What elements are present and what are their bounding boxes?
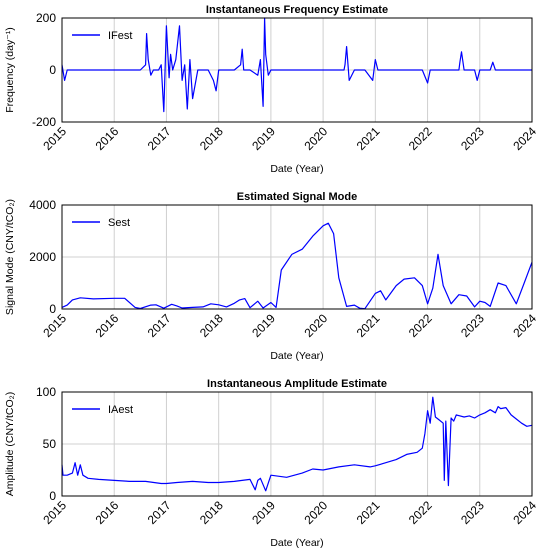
frequency-xtick-label: 2023 <box>458 124 487 153</box>
frequency-ytick-label: 200 <box>36 11 56 25</box>
signal-mode-xtick-label: 2024 <box>510 311 539 340</box>
frequency-xtick-label: 2024 <box>510 124 539 153</box>
signal-mode-xaxis-label: Date (Year) <box>270 350 323 362</box>
signal-mode-xtick-label: 2015 <box>40 311 69 340</box>
amplitude-xtick-label: 2017 <box>145 498 174 527</box>
frequency-plot-frame <box>61 17 533 123</box>
frequency-xtick-label: 2019 <box>249 124 278 153</box>
frequency-xtick-label: 2018 <box>197 124 226 153</box>
frequency-xtick-label: 2020 <box>301 124 330 153</box>
amplitude-title: Instantaneous Amplitude Estimate <box>207 378 387 390</box>
signal-mode-yaxis-label: Signal Mode (CNY/tCO₂) <box>4 199 16 315</box>
amplitude-xtick-label: 2022 <box>406 498 435 527</box>
frequency-ytick-label: 0 <box>49 63 56 77</box>
frequency-xtick-label: 2017 <box>145 124 174 153</box>
signal-mode-xtick-label: 2020 <box>301 311 330 340</box>
signal-mode-xtick-label: 2022 <box>406 311 435 340</box>
amplitude-legend-label: IAest <box>108 404 133 416</box>
amplitude-xtick-label: 2016 <box>93 498 122 527</box>
frequency-xaxis-label: Date (Year) <box>270 163 323 175</box>
amplitude-ytick-label: 0 <box>49 489 56 503</box>
amplitude-xtick-label: 2018 <box>197 498 226 527</box>
amplitude-xtick-label: 2024 <box>510 498 539 527</box>
signal-mode-ytick-label: 4000 <box>29 198 56 212</box>
amplitude-yaxis-label: Amplitude (CNY/tCO₂) <box>4 392 16 496</box>
signal-mode-title: Estimated Signal Mode <box>237 191 357 203</box>
signal-mode-xtick-label: 2017 <box>145 311 174 340</box>
frequency-series-line <box>61 17 532 113</box>
frequency-xtick-label: 2016 <box>93 124 122 153</box>
signal-mode-xtick-label: 2019 <box>249 311 278 340</box>
signal-mode-xtick-label: 2021 <box>354 311 383 340</box>
amplitude-ytick-label: 50 <box>43 437 57 451</box>
signal-mode-plot-frame <box>61 204 533 310</box>
amplitude-plot-frame <box>61 391 533 497</box>
frequency-legend-label: IFest <box>108 30 132 42</box>
frequency-xtick-label: 2022 <box>406 124 435 153</box>
frequency-yaxis-label: Frequency (day⁻¹) <box>4 27 16 113</box>
frequency-panel: IFest Instantaneous Frequency Estimate -20… <box>4 4 539 175</box>
frequency-xtick-label: 2021 <box>354 124 383 153</box>
amplitude-series-line <box>61 396 533 492</box>
amplitude-xaxis-label: Date (Year) <box>270 537 323 549</box>
signal-mode-ytick-label: 2000 <box>29 250 56 264</box>
amplitude-xtick-label: 2021 <box>354 498 383 527</box>
signal-mode-xtick-label: 2018 <box>197 311 226 340</box>
amplitude-xtick-label: 2020 <box>301 498 330 527</box>
frequency-title: Instantaneous Frequency Estimate <box>206 4 388 16</box>
amplitude-xtick-label: 2023 <box>458 498 487 527</box>
signal-mode-xtick-label: 2023 <box>458 311 487 340</box>
frequency-ytick-label: -200 <box>32 115 56 129</box>
signal-mode-series-line <box>61 222 533 310</box>
signal-mode-legend-label: Sest <box>108 217 130 229</box>
signal-mode-ytick-label: 0 <box>49 302 56 316</box>
amplitude-panel: IAest Instantaneous Amplitude Estimate 0 50… <box>4 378 539 549</box>
amplitude-xtick-label: 2015 <box>40 498 69 527</box>
signal-mode-panel: Sest Estimated Signal Mode 0 2000 4000 2015 20… <box>4 191 539 362</box>
amplitude-ytick-label: 100 <box>36 385 56 399</box>
amplitude-xtick-label: 2019 <box>249 498 278 527</box>
signal-mode-xtick-label: 2016 <box>93 311 122 340</box>
